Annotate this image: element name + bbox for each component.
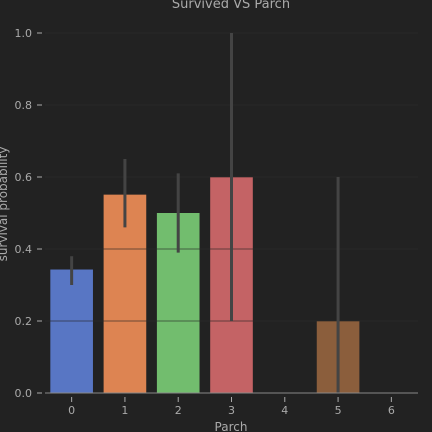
y-tick-label: 0.2 [15,315,33,328]
y-tick-label: 0.0 [15,387,33,400]
x-tick-label: 2 [175,404,182,417]
chart-title: Survived VS Parch [172,0,290,12]
y-tick-label: 0.4 [15,243,33,256]
bar [50,269,93,393]
x-tick-label: 6 [388,404,395,417]
y-axis-label: survival probability [0,147,10,262]
error-bars [70,33,340,393]
y-tick-label: 1.0 [15,27,33,40]
x-tick-label: 0 [68,404,75,417]
x-ticks: 0 1 2 3 4 5 6 [68,397,395,417]
y-tick-label: 0.6 [15,171,33,184]
y-tick-label: 0.8 [15,99,33,112]
x-axis-label: Parch [215,420,248,432]
y-ticks: 0.0 0.2 0.4 0.6 0.8 1.0 [15,27,42,400]
bar [103,194,147,393]
x-tick-label: 1 [121,404,128,417]
x-tick-label: 5 [335,404,342,417]
x-tick-label: 4 [281,404,288,417]
bars [45,32,418,393]
x-tick-label: 3 [228,404,235,417]
